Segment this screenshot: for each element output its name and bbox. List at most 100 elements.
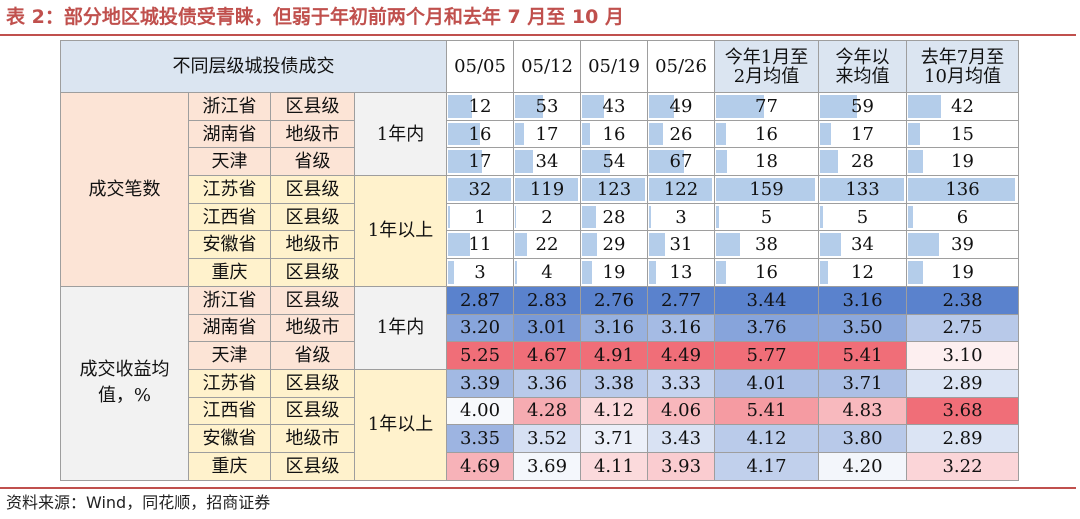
cell-value: 5 xyxy=(856,206,869,228)
count-bar xyxy=(515,150,534,174)
province-cell: 江西省 xyxy=(188,396,271,426)
count-cell: 18 xyxy=(714,147,819,177)
level-cell: 区县级 xyxy=(270,258,355,287)
bond-trading-table: 不同层级城投债成交 05/05 05/12 05/19 05/26 今年1月至 … xyxy=(60,40,1019,481)
province-cell: 天津 xyxy=(188,341,271,370)
yield-cell: 3.50 xyxy=(818,313,907,343)
table-row: 成交笔数 浙江省 区县级 1年内 12 53 43 49 77 59 42 xyxy=(60,91,1019,287)
cell-value: 17 xyxy=(535,123,559,145)
maturity-group-cell: 1年内 xyxy=(354,91,447,177)
yield-cell: 4.01 xyxy=(714,368,819,398)
cell-value: 136 xyxy=(945,178,980,200)
count-bar xyxy=(716,233,740,257)
table-row: 重庆 区县级 3 4 19 13 16 12 19 xyxy=(61,258,1019,287)
cell-value: 49 xyxy=(669,95,693,117)
yield-cell: 5.25 xyxy=(446,341,514,370)
count-bar xyxy=(908,233,939,257)
table-row: 江西省 区县级 1 2 28 3 5 5 6 xyxy=(61,202,1019,232)
yield-cell: 3.01 xyxy=(513,313,581,343)
count-cell: 19 xyxy=(580,258,648,287)
count-cell: 11 xyxy=(446,230,514,260)
title-divider xyxy=(0,34,1076,36)
count-cell: 16 xyxy=(446,119,514,149)
cell-value: 4.91 xyxy=(593,345,635,367)
count-bar xyxy=(582,122,591,146)
table-row: 安徽省 地级市 11 22 29 31 38 34 39 xyxy=(61,230,1019,260)
yield-cell: 3.43 xyxy=(647,424,715,453)
cell-value: 4.49 xyxy=(660,345,702,367)
yield-cell: 3.35 xyxy=(446,424,514,453)
count-cell: 16 xyxy=(580,119,648,149)
province-cell: 安徽省 xyxy=(188,230,271,260)
yield-cell: 3.39 xyxy=(446,368,514,398)
yield-cell: 3.38 xyxy=(580,368,648,398)
cell-value: 2.76 xyxy=(593,289,635,311)
count-bar xyxy=(649,122,663,146)
table-row: 天津 省级 5.25 4.67 4.91 4.49 5.77 5.41 3.10 xyxy=(61,341,1019,370)
province-cell: 江苏省 xyxy=(188,368,271,398)
section-label-line: 值，% xyxy=(97,385,152,407)
table-title: 表 2：部分地区城投债受青睐，但弱于年初前两个月和去年 7 月至 10 月 xyxy=(6,6,624,28)
count-cell: 13 xyxy=(647,258,715,287)
count-cell: 42 xyxy=(906,92,1019,121)
yield-cell: 4.17 xyxy=(714,451,819,481)
level-cell: 区县级 xyxy=(270,175,355,204)
yield-cell: 2.75 xyxy=(906,313,1019,343)
cell-value: 3.68 xyxy=(942,400,983,422)
cell-value: 13 xyxy=(669,261,693,283)
count-cell: 39 xyxy=(906,230,1019,260)
province-cell: 江西省 xyxy=(188,202,271,232)
cell-value: 159 xyxy=(749,178,784,200)
count-cell: 12 xyxy=(818,258,907,287)
yield-cell: 5.41 xyxy=(714,396,819,426)
yield-cell: 3.16 xyxy=(580,313,648,343)
count-cell: 3 xyxy=(446,258,514,287)
header-avg-ytd: 今年以 来均值 xyxy=(818,40,907,93)
cell-value: 4.06 xyxy=(660,400,702,422)
yield-cell: 3.93 xyxy=(647,451,715,481)
section-label: 成交收益均值，% xyxy=(60,285,189,481)
maturity-group-cell: 1年以上 xyxy=(354,175,447,287)
cell-value: 5.41 xyxy=(842,345,883,367)
count-bar xyxy=(820,150,838,174)
table-row: 江西省 区县级 4.00 4.28 4.12 4.06 5.41 4.83 3.68 xyxy=(61,396,1019,426)
cell-value: 26 xyxy=(669,123,693,145)
cell-value: 39 xyxy=(951,234,974,256)
table-row: 成交收益均 值，% 浙江省 区县级 1年内 2.87 2.83 2.76 2.77 3.44 3.1… xyxy=(60,285,1019,481)
header-avg-line: 2月均值 xyxy=(733,65,800,87)
count-bar xyxy=(515,233,527,257)
header-date: 05/19 xyxy=(580,40,648,93)
yield-cell: 2.89 xyxy=(906,424,1019,453)
cell-value: 17 xyxy=(468,151,492,173)
cell-value: 6 xyxy=(956,206,969,228)
count-cell: 122 xyxy=(647,175,715,204)
yield-cell: 3.16 xyxy=(647,313,715,343)
cell-value: 5.41 xyxy=(746,400,787,422)
cell-value: 123 xyxy=(596,178,632,200)
count-bar xyxy=(649,261,656,284)
count-cell: 3 xyxy=(647,202,715,232)
section-label-line: 成交收益均 xyxy=(79,359,170,381)
count-cell: 17 xyxy=(513,119,581,149)
yield-cell: 4.06 xyxy=(647,396,715,426)
cell-value: 43 xyxy=(602,95,626,117)
yield-cell: 3.69 xyxy=(513,451,581,481)
cell-value: 5 xyxy=(760,206,773,228)
cell-value: 122 xyxy=(663,178,699,200)
header-avg-line: 10月均值 xyxy=(924,65,1001,87)
table-row: 天津 省级 17 34 54 67 18 28 19 xyxy=(61,147,1019,177)
cell-value: 32 xyxy=(468,178,492,200)
cell-value: 3.43 xyxy=(660,428,702,450)
cell-value: 4.12 xyxy=(593,400,635,422)
cell-value: 2.89 xyxy=(942,372,983,394)
cell-value: 4.83 xyxy=(842,400,883,422)
count-cell: 17 xyxy=(818,119,907,149)
cell-value: 28 xyxy=(851,151,874,173)
count-cell: 29 xyxy=(580,230,648,260)
count-cell: 34 xyxy=(818,230,907,260)
table-row: 湖南省 地级市 16 17 16 26 16 17 15 xyxy=(61,119,1019,149)
yield-cell: 2.89 xyxy=(906,368,1019,398)
count-bar xyxy=(820,178,904,201)
cell-value: 16 xyxy=(755,123,778,145)
header-avg-line: 来均值 xyxy=(835,65,890,87)
